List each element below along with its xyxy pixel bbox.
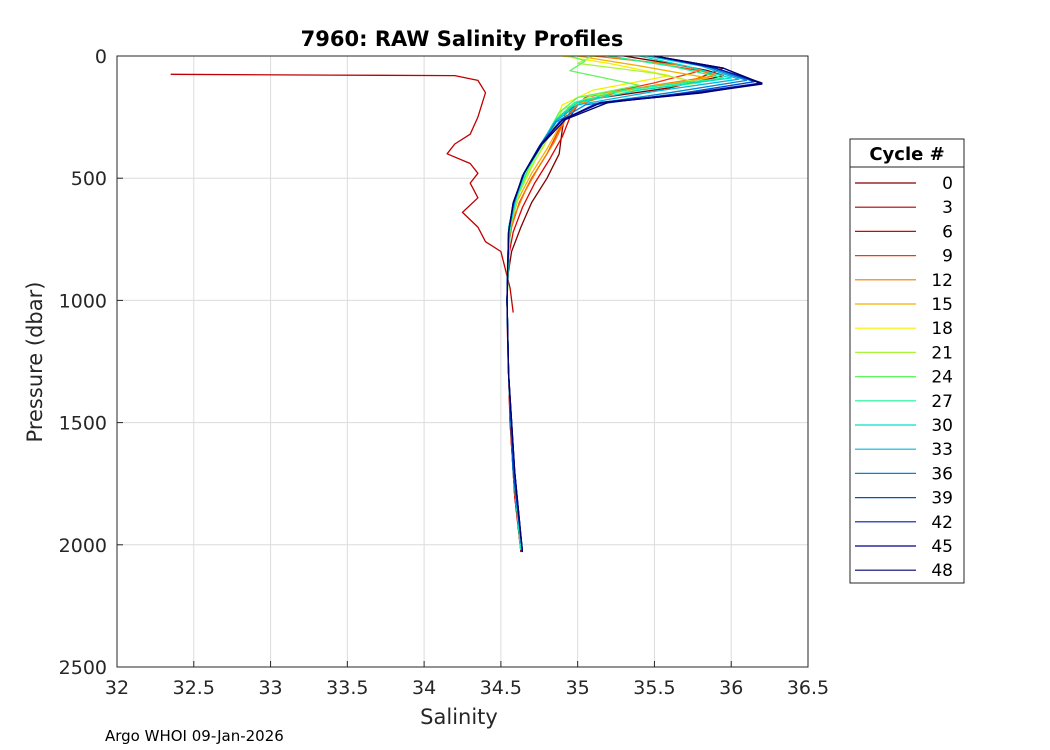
legend-label: 45 <box>931 537 953 557</box>
legend-label: 21 <box>931 343 953 363</box>
y-tick-label: 1000 <box>59 290 107 312</box>
chart-title: 7960: RAW Salinity Profiles <box>301 27 624 51</box>
legend-label: 42 <box>931 513 953 533</box>
legend-label: 39 <box>931 489 953 509</box>
legend-label: 18 <box>931 319 953 339</box>
y-tick-label: 2500 <box>59 657 107 679</box>
profile-line <box>170 73 514 313</box>
legend-label: 6 <box>942 222 953 242</box>
legend-label: 24 <box>931 368 953 388</box>
y-axis-ticks: 0 500 1000 1500 2000 2500 <box>59 46 123 679</box>
legend-label: 27 <box>931 392 953 412</box>
legend-label: 48 <box>931 561 953 581</box>
y-tick-label: 0 <box>95 46 107 68</box>
x-tick-label: 34.5 <box>480 677 522 699</box>
x-tick-label: 33 <box>258 677 282 699</box>
legend-label: 0 <box>942 174 953 194</box>
legend-title: Cycle # <box>869 144 944 165</box>
x-axis-label: Salinity <box>420 705 498 729</box>
x-tick-label: 32 <box>105 677 129 699</box>
legend-label: 9 <box>942 247 953 267</box>
x-tick-label: 34 <box>412 677 436 699</box>
profile-line <box>506 55 763 553</box>
footer-credit: Argo WHOI 09-Jan-2026 <box>105 727 284 745</box>
x-tick-label: 33.5 <box>326 677 368 699</box>
legend-label: 33 <box>931 440 953 460</box>
legend-label: 30 <box>931 416 953 436</box>
legend-label: 3 <box>942 198 953 218</box>
x-tick-label: 35 <box>566 677 590 699</box>
legend-box <box>849 138 965 584</box>
x-axis-ticks: 32 32.5 33 33.5 34 34.5 35 35.5 36 36.5 <box>105 661 829 699</box>
x-tick-label: 36 <box>719 677 743 699</box>
legend-label: 36 <box>931 464 953 484</box>
legend-label: 12 <box>931 271 953 291</box>
profile-series <box>170 55 763 553</box>
x-tick-label: 32.5 <box>173 677 215 699</box>
legend-label: 15 <box>931 295 953 315</box>
x-tick-label: 36.5 <box>787 677 829 699</box>
y-tick-label: 1500 <box>59 413 107 435</box>
plot-area-frame <box>116 55 809 668</box>
y-axis-label: Pressure (dbar) <box>23 282 47 443</box>
y-tick-label: 2000 <box>59 535 107 557</box>
y-tick-label: 500 <box>71 168 107 190</box>
x-tick-label: 35.5 <box>633 677 675 699</box>
